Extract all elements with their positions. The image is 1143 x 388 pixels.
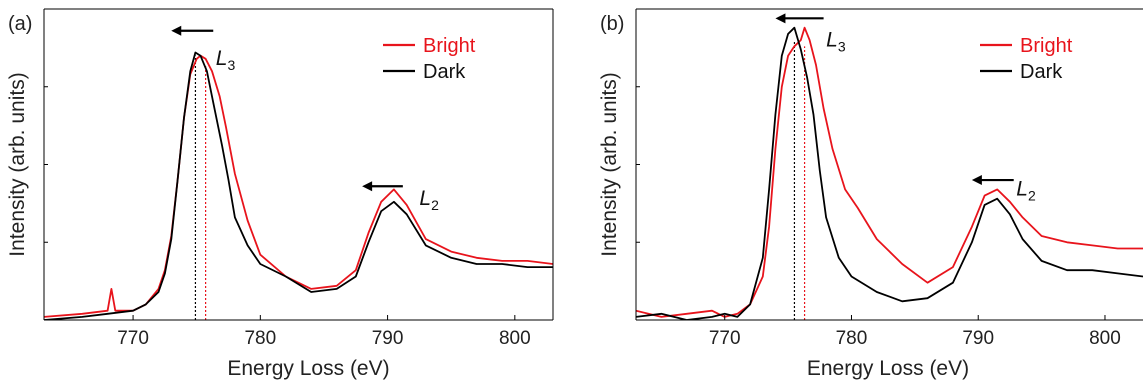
series-line-dark bbox=[44, 51, 553, 320]
legend-label-bright: Bright bbox=[423, 35, 476, 57]
x-tick-label: 800 bbox=[499, 328, 531, 349]
chart-panel-a: 770 780 790 800 Energy Loss (eV) Intensity (a… bbox=[6, 8, 554, 380]
x-tick-label: 770 bbox=[709, 328, 741, 349]
x-axis-label: Energy Loss (eV) bbox=[807, 357, 969, 380]
edge-label-L3: L3 bbox=[826, 28, 846, 54]
legend-label-bright: Bright bbox=[1020, 35, 1073, 57]
x-tick-label: 790 bbox=[372, 328, 404, 349]
x-tick-label: 780 bbox=[244, 328, 276, 349]
x-axis-label: Energy Loss (eV) bbox=[227, 357, 389, 380]
series-line-bright bbox=[636, 26, 1143, 318]
shift-arrow-head bbox=[171, 25, 182, 36]
legend-label-dark: Dark bbox=[1020, 61, 1063, 83]
chart-panel-b: 770 780 790 800 Energy Loss (eV) Intensity (a… bbox=[598, 8, 1143, 380]
series-line-dark bbox=[636, 26, 1143, 320]
x-tick-label: 800 bbox=[1089, 328, 1121, 349]
legend-label-dark: Dark bbox=[423, 61, 466, 83]
y-axis-label: Intensity (arb. units) bbox=[598, 72, 621, 256]
series-line-bright bbox=[44, 54, 553, 318]
x-tick-label: 770 bbox=[117, 328, 149, 349]
panel-label: (a) bbox=[8, 13, 32, 35]
panel-label: (b) bbox=[600, 13, 624, 35]
x-tick-label: 780 bbox=[836, 328, 868, 349]
shift-arrow-head bbox=[362, 181, 373, 192]
shift-arrow-head bbox=[971, 175, 982, 186]
edge-label-L3: L3 bbox=[216, 47, 236, 73]
y-axis-label: Intensity (arb. units) bbox=[6, 72, 29, 256]
x-tick-label: 790 bbox=[962, 328, 994, 349]
shift-arrow-head bbox=[775, 13, 786, 24]
edge-label-L2: L2 bbox=[1016, 178, 1036, 204]
edge-label-L2: L2 bbox=[419, 187, 439, 213]
